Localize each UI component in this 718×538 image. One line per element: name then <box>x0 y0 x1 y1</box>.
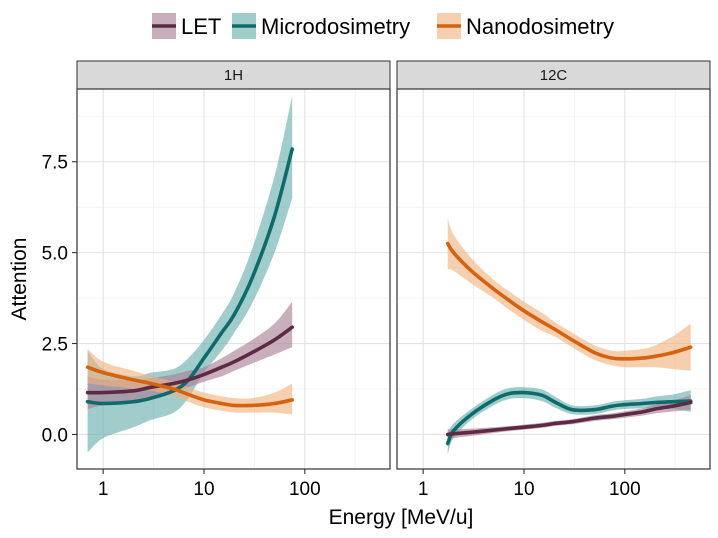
x-axis: 1 10 100 1 10 100 <box>98 469 641 500</box>
confidence-band-nanodosimetry <box>87 349 293 415</box>
y-tick-label: 7.5 <box>42 153 68 174</box>
panel-border <box>76 88 391 470</box>
x-tick-label: 1 <box>98 479 109 500</box>
series-line-nanodosimetry <box>445 241 693 361</box>
x-tick-label: 10 <box>193 479 214 500</box>
panel-12c: 12C <box>396 60 711 470</box>
lines <box>85 147 294 408</box>
panel-border <box>396 88 711 470</box>
strip-label-12c: 12C <box>540 67 568 84</box>
legend: LET Microdosimetry Nanodosimetry <box>152 13 614 39</box>
lines <box>445 241 693 446</box>
legend-label: LET <box>181 14 221 39</box>
x-axis-title: Energy [MeV/u] <box>329 506 474 529</box>
series-line-microdosimetry <box>85 147 294 406</box>
x-tick-label: 1 <box>418 479 429 500</box>
strip-label-1h: 1H <box>224 67 243 84</box>
y-tick-label: 2.5 <box>42 335 68 356</box>
x-tick-label: 100 <box>289 479 321 500</box>
legend-label: Microdosimetry <box>261 14 410 39</box>
strip-12c <box>396 60 711 90</box>
strip-1h <box>76 60 391 90</box>
panel-1h: 1H <box>76 60 391 470</box>
y-tick-label: 5.0 <box>42 244 68 265</box>
series-line-nanodosimetry <box>85 365 294 408</box>
x-tick-label: 10 <box>513 479 534 500</box>
x-tick-label: 100 <box>609 479 641 500</box>
y-axis: 0.0 2.5 5.0 7.5 <box>42 153 77 446</box>
y-tick-label: 0.0 <box>42 425 68 446</box>
series-line-let <box>85 325 294 395</box>
legend-item-let: LET <box>152 13 221 39</box>
series-line-let <box>445 400 693 437</box>
legend-item-nanodosimetry: Nanodosimetry <box>437 13 614 39</box>
legend-item-microdosimetry: Microdosimetry <box>232 13 410 39</box>
y-axis-title: Attention <box>8 238 31 321</box>
series-line-microdosimetry <box>445 390 693 446</box>
grid <box>77 89 390 469</box>
legend-label: Nanodosimetry <box>466 14 614 39</box>
